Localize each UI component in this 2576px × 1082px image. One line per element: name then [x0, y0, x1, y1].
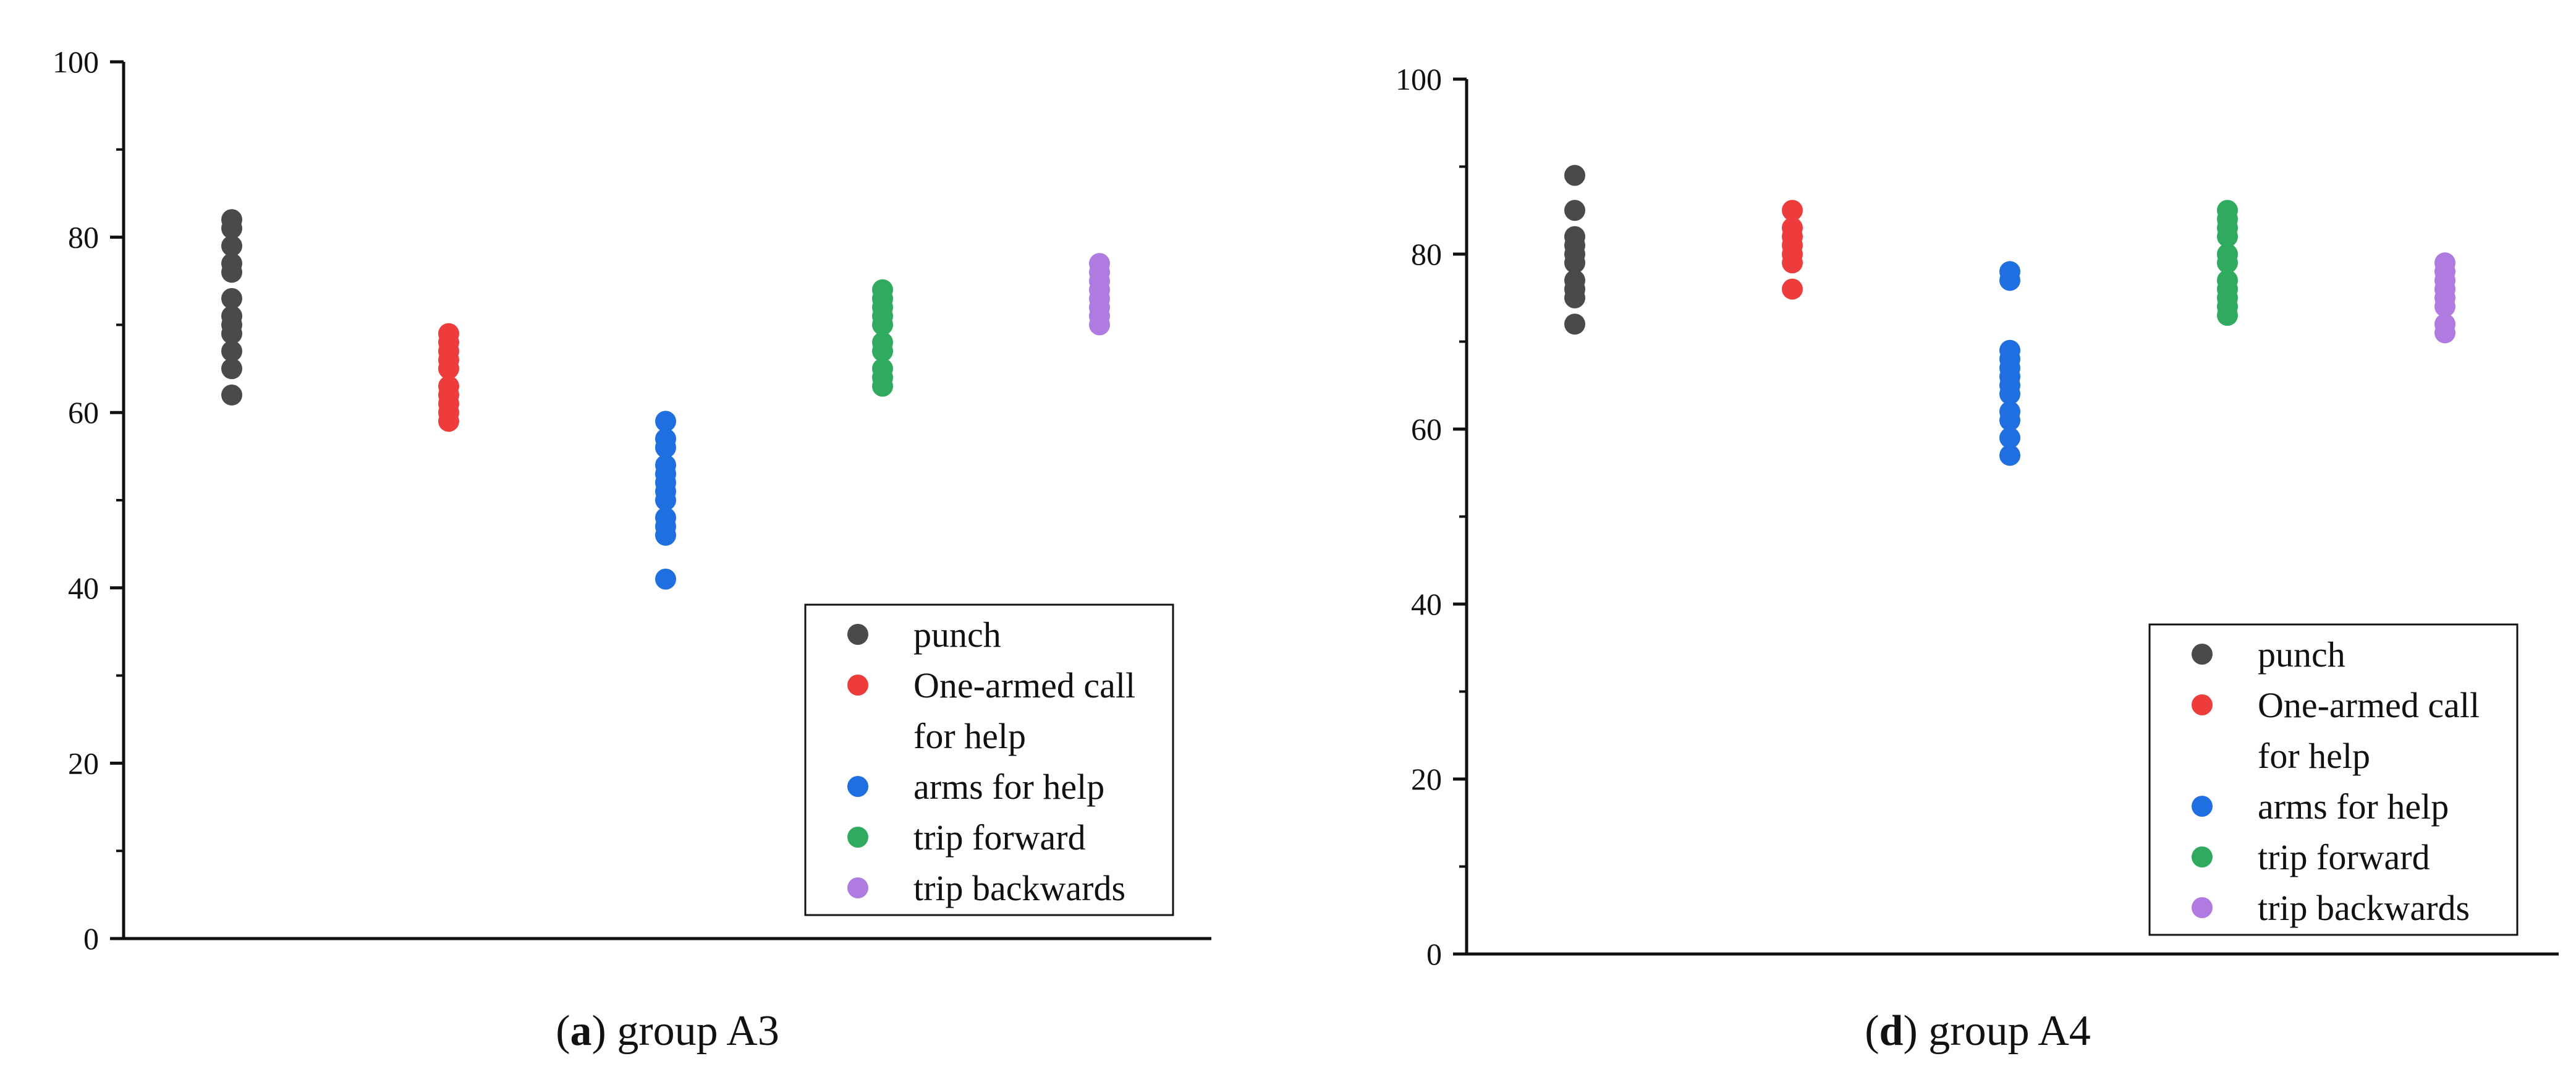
- data-point: [438, 375, 459, 397]
- data-point: [438, 323, 459, 344]
- data-point: [221, 340, 242, 362]
- y-tick-label: 20: [68, 746, 99, 780]
- data-point: [1564, 164, 1585, 186]
- legend: punch One-armed call for help arms for help…: [2148, 623, 2519, 936]
- y-tick-label: 40: [1411, 587, 1442, 621]
- legend-marker: [847, 877, 868, 898]
- data-point: [1564, 200, 1585, 221]
- data-point: [872, 279, 893, 300]
- data-point: [655, 568, 676, 590]
- caption-part: ): [1903, 1007, 1917, 1055]
- legend-marker: [2192, 644, 2213, 665]
- legend-marker: [847, 827, 868, 848]
- data-point: [2217, 200, 2238, 221]
- data-point: [655, 428, 676, 449]
- data-point: [221, 209, 242, 231]
- panel-caption: (a) group A3: [556, 1007, 779, 1055]
- caption-part: (: [556, 1007, 570, 1055]
- data-point: [221, 384, 242, 406]
- y-tick-label: 40: [68, 571, 99, 605]
- legend-label: trip forward: [913, 817, 1086, 858]
- data-point: [872, 331, 893, 353]
- legend-label: trip forward: [2258, 837, 2430, 877]
- data-point: [1782, 278, 1803, 300]
- legend-label: trip backwards: [913, 868, 1125, 908]
- caption-part: (: [1865, 1007, 1879, 1055]
- series-trip-forward: [2217, 200, 2238, 326]
- y-tick-label: 100: [1396, 62, 1442, 96]
- y-tick-label: 20: [1411, 762, 1442, 796]
- caption-part: d: [1879, 1007, 1904, 1055]
- data-point: [2217, 270, 2238, 291]
- series-one-armed-call-for-help: [1782, 200, 1803, 300]
- data-point: [1999, 401, 2020, 422]
- chart-panel-d: 0 20 40 60 80 100 punch One-armed call for help a…: [1396, 62, 2559, 1055]
- data-point: [655, 507, 676, 529]
- series-trip-backwards: [1089, 253, 1110, 336]
- data-point: [1782, 217, 1803, 239]
- series-punch: [1564, 164, 1585, 335]
- legend-label: arms for help: [913, 767, 1104, 807]
- caption-part: ): [592, 1007, 606, 1055]
- legend-label: One-armed call: [2258, 685, 2480, 725]
- legend-marker: [2192, 897, 2213, 918]
- data-point: [1782, 200, 1803, 221]
- legend-label: for help: [913, 716, 1026, 756]
- caption-part: group A4: [1918, 1007, 2091, 1055]
- data-point: [2217, 244, 2238, 265]
- legend-label: for help: [2258, 736, 2370, 776]
- legend-label: punch: [2258, 634, 2345, 675]
- y-tick-label: 0: [1426, 937, 1442, 971]
- legend-label: arms for help: [2258, 786, 2449, 827]
- legend-marker: [2192, 846, 2213, 867]
- series-arms-for-help: [1999, 261, 2020, 466]
- legend: punch One-armed call for help arms for help…: [804, 603, 1174, 916]
- data-point: [1999, 427, 2020, 449]
- caption-part: group A3: [606, 1007, 779, 1055]
- legend-label: trip backwards: [2258, 888, 2470, 928]
- data-point: [1564, 313, 1585, 335]
- y-tick-label: 100: [53, 45, 99, 79]
- data-point: [1999, 445, 2020, 466]
- data-point: [872, 358, 893, 380]
- chart-panel-a: 0 20 40 60 80 100 punch One-armed call for help a…: [53, 45, 1211, 1055]
- legend-marker: [2192, 694, 2213, 715]
- legend-marker: [847, 624, 868, 645]
- data-point: [1999, 261, 2020, 283]
- data-point: [1564, 270, 1585, 291]
- legend-marker: [847, 675, 868, 696]
- data-point: [2434, 252, 2455, 274]
- data-point: [655, 411, 676, 432]
- legend-box: [804, 603, 1174, 916]
- legend-box: [2148, 623, 2519, 936]
- panel-caption: (d) group A4: [1865, 1007, 2091, 1055]
- data-point: [221, 253, 242, 275]
- data-point: [221, 305, 242, 327]
- caption-part: a: [570, 1007, 592, 1055]
- legend-marker: [2192, 796, 2213, 817]
- data-point: [1564, 226, 1585, 247]
- y-tick-label: 0: [83, 921, 99, 956]
- y-tick-label: 80: [1411, 237, 1442, 271]
- legend-marker: [847, 776, 868, 797]
- y-tick-label: 60: [1411, 412, 1442, 446]
- data-point: [221, 358, 242, 380]
- series-trip-forward: [872, 279, 893, 397]
- legend-label: One-armed call: [913, 665, 1135, 705]
- series-one-armed-call-for-help: [438, 323, 459, 432]
- data-point: [1089, 253, 1110, 275]
- series-arms-for-help: [655, 411, 676, 590]
- series-punch: [221, 209, 242, 406]
- series-trip-backwards: [2434, 252, 2455, 344]
- y-tick-label: 60: [68, 395, 99, 430]
- legend-label: punch: [913, 615, 1001, 655]
- data-point: [221, 288, 242, 309]
- data-point: [221, 235, 242, 257]
- data-point: [1999, 339, 2020, 361]
- y-tick-label: 80: [68, 220, 99, 255]
- data-point: [655, 454, 676, 476]
- data-point: [2434, 313, 2455, 335]
